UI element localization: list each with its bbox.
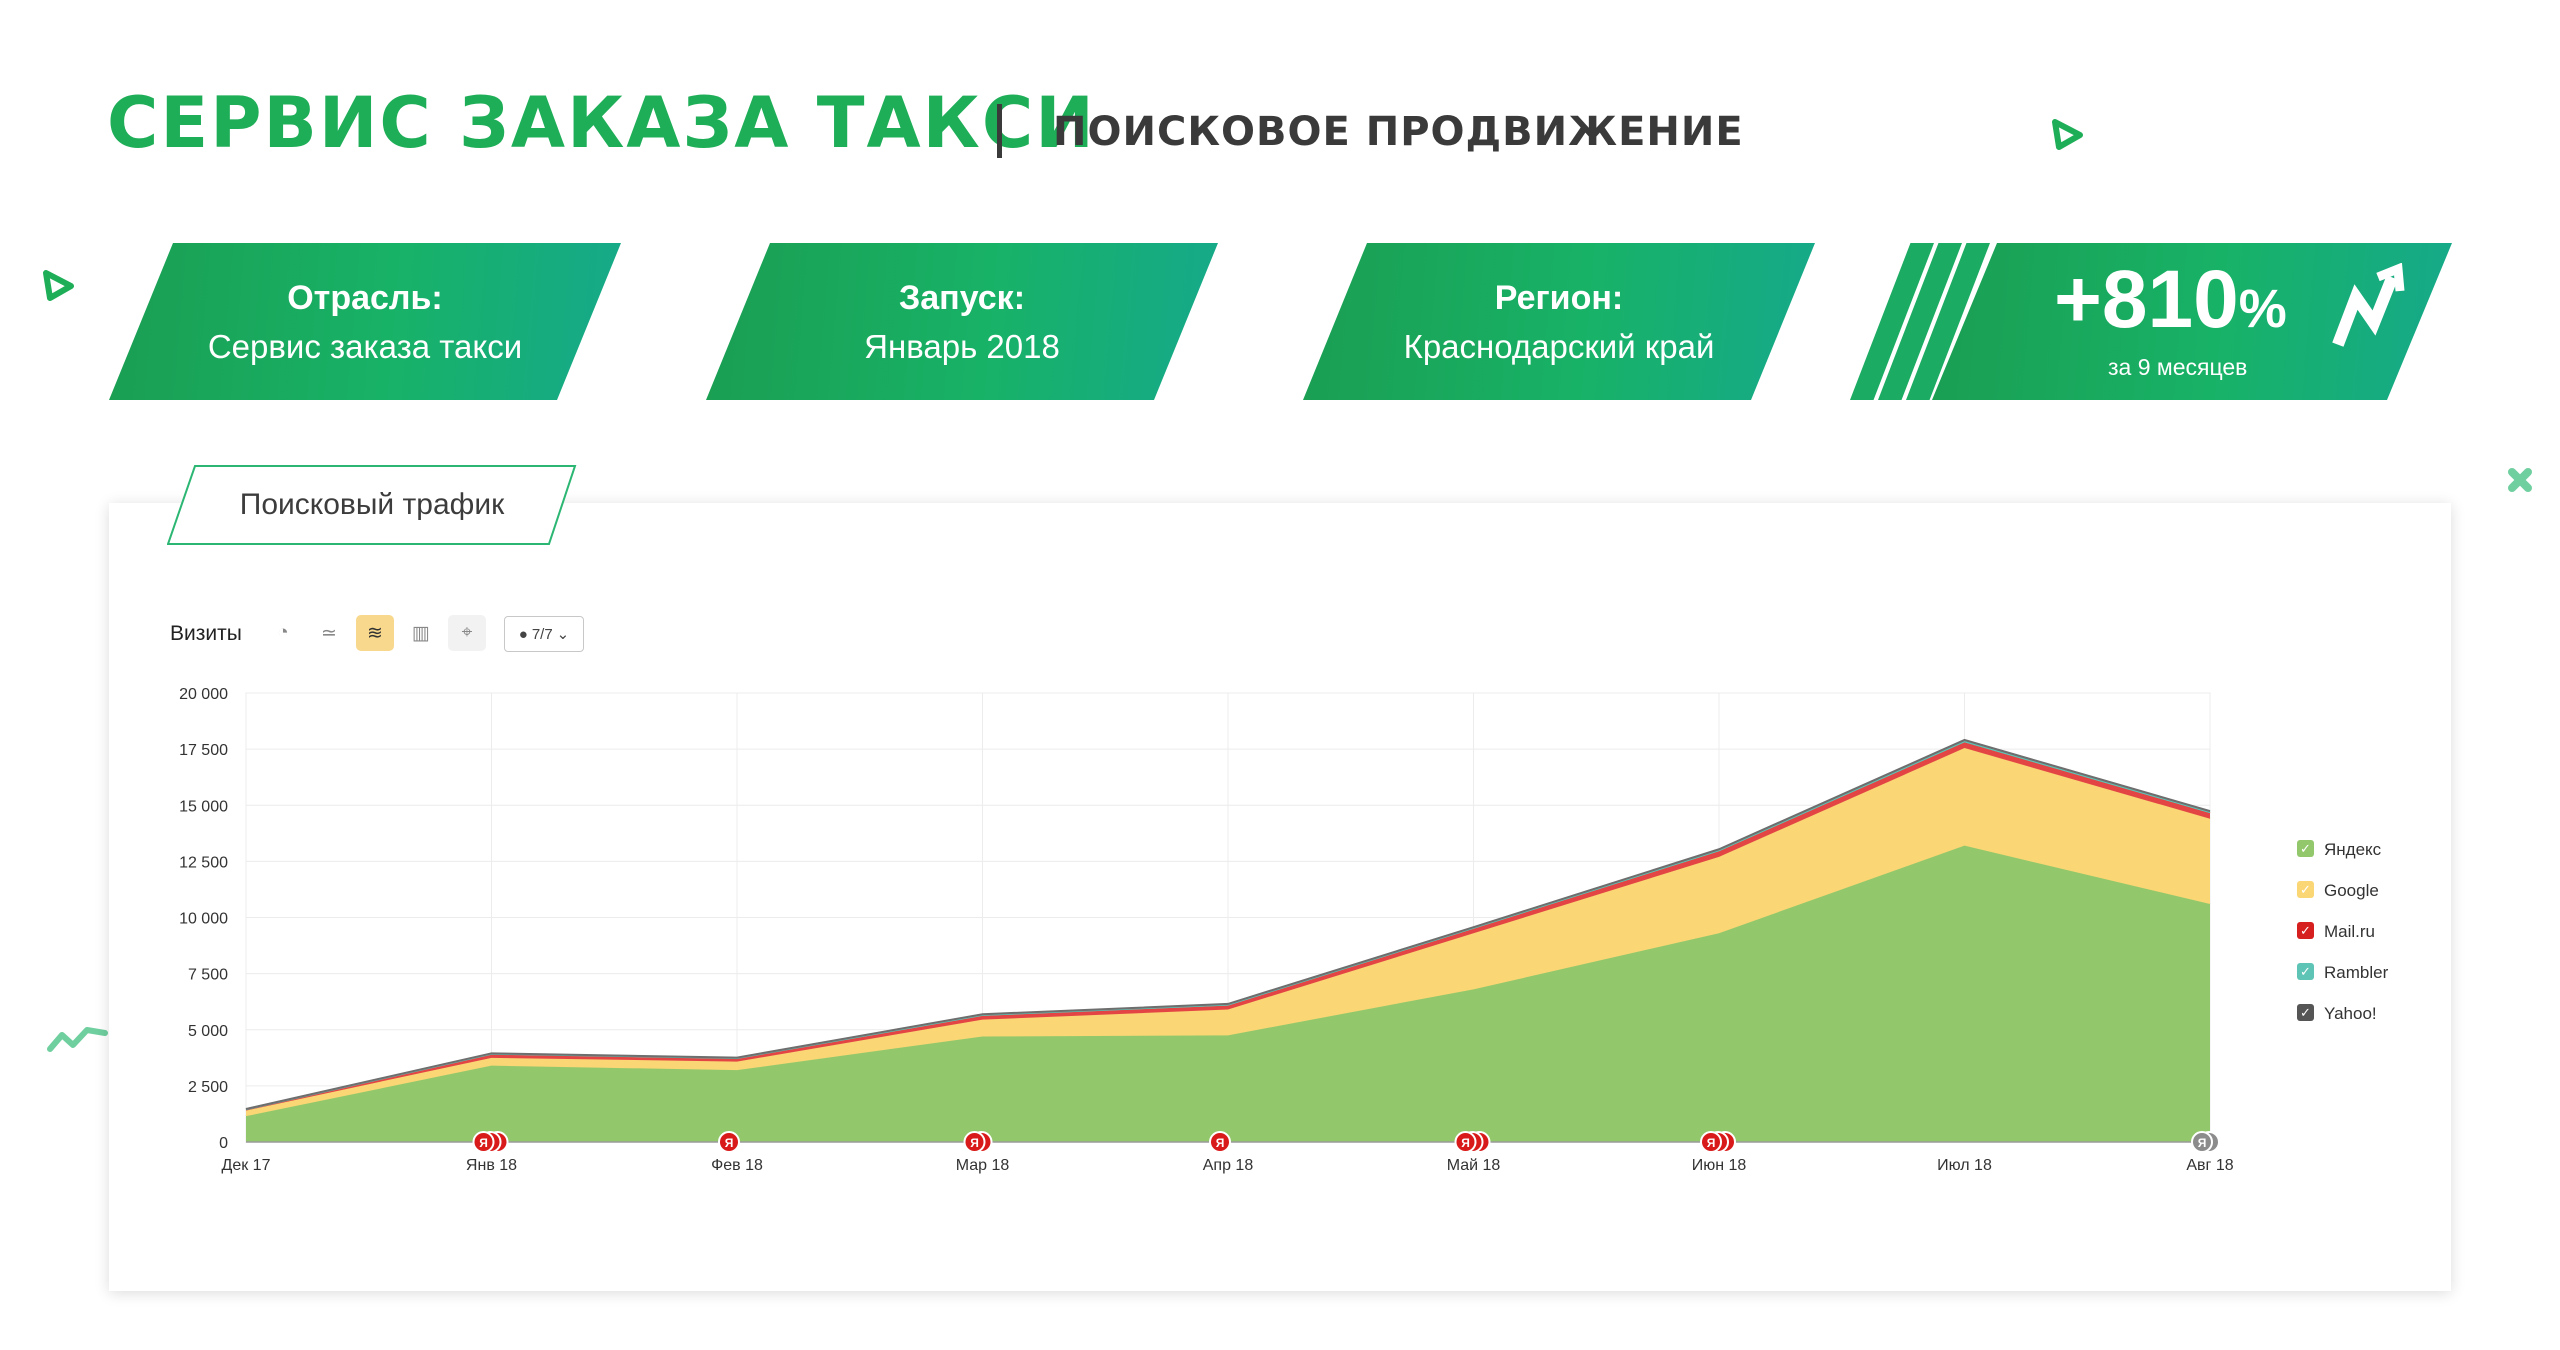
pie-chart-button[interactable]: ◔ (264, 615, 302, 651)
legend-label: Mail.ru (2324, 922, 2376, 941)
stacked-area-icon: ≋ (367, 622, 383, 644)
launch-label: Запуск: (898, 279, 1026, 317)
legend-label: Яндекс (2324, 840, 2382, 859)
bar-chart-icon: ▥ (412, 622, 430, 644)
region-label: Регион: (1494, 279, 1624, 317)
comment-icon: ● (518, 625, 528, 643)
map-button[interactable]: ⌖ (448, 615, 486, 651)
growth-period: за 9 месяцев (2108, 354, 2248, 380)
stacked-area-button[interactable]: ≋ (356, 615, 394, 651)
growth-value: +810% (2054, 259, 2287, 341)
launch-value: Январь 2018 (864, 328, 1060, 365)
industry-value: Сервис заказа такси (207, 328, 523, 365)
legend-label: Rambler (2324, 963, 2389, 982)
metric-label: Визиты (170, 622, 242, 645)
legend-label: Google (2324, 881, 2379, 900)
checkbox-icon: ✓ (2297, 1004, 2314, 1021)
line-chart-button[interactable]: ≃ (310, 615, 348, 651)
industry-label: Отрасль: (287, 279, 443, 317)
chevron-down-icon: ⌄ (556, 626, 570, 643)
legend-label: Yahoo! (2324, 1004, 2377, 1023)
industry-card: Отрасль: Сервис заказа такси (109, 243, 621, 400)
growth-arrow-icon (2332, 263, 2405, 347)
play-triangle-icon (2052, 119, 2083, 150)
play-triangle-icon (43, 270, 74, 301)
annotations-select-value: 7/7 (531, 625, 553, 643)
checkbox-icon: ✓ (2297, 881, 2314, 898)
region-card: Регион: Краснодарский край (1303, 243, 1815, 400)
checkbox-icon: ✓ (2297, 963, 2314, 980)
checkbox-icon: ✓ (2297, 922, 2314, 939)
pie-chart-icon: ◔ (277, 622, 289, 643)
line-chart-icon: ≃ (321, 622, 337, 644)
page-title: СЕРВИС ЗАКАЗА ТАКСИ (107, 82, 1096, 164)
annotations-select[interactable]: ● 7/7 ⌄ (504, 616, 584, 652)
search-traffic-tab[interactable] (167, 465, 577, 545)
growth-number: +810 (2054, 254, 2239, 345)
launch-card: Запуск: Январь 2018 (706, 243, 1218, 400)
checkbox-icon: ✓ (2297, 840, 2314, 857)
bar-chart-button[interactable]: ▥ (402, 615, 440, 651)
growth-unit: % (2238, 279, 2287, 339)
zigzag-icon (47, 1027, 108, 1052)
page-subtitle: ПОИСКОВОЕ ПРОДВИЖЕНИЕ (1053, 109, 1744, 155)
cross-icon (2508, 468, 2532, 492)
map-pin-icon: ⌖ (461, 622, 473, 643)
region-value: Краснодарский край (1403, 328, 1715, 365)
title-divider (997, 104, 1002, 158)
result-card: +810% за 9 месяцев (1932, 243, 2452, 400)
